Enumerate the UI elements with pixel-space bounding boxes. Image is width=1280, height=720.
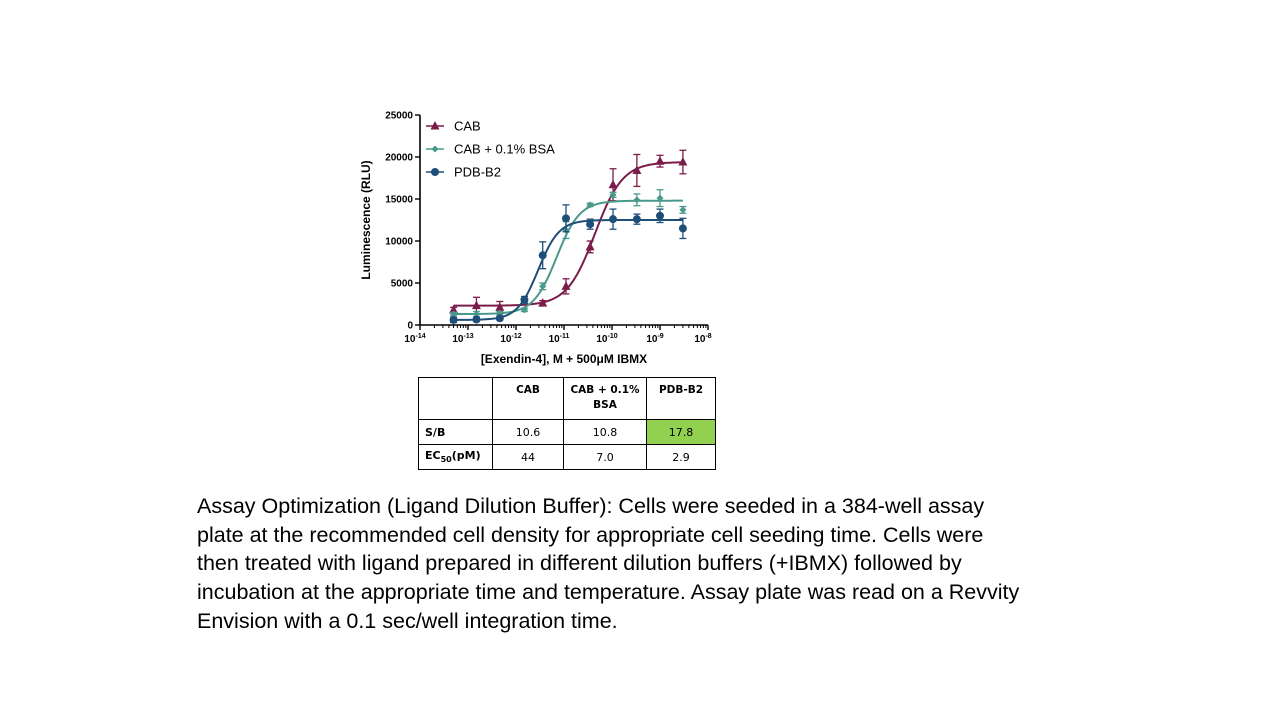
data-point-cab xyxy=(655,156,665,165)
x-tick-label: 10-10 xyxy=(596,333,617,345)
chart-svg: 0 5000 10000 15000 20000 25000 10-14 10-13 10-12… xyxy=(359,111,712,367)
y-tick-label: 5000 xyxy=(391,279,414,290)
cell-sb-cab-bsa: 10.8 xyxy=(563,419,647,445)
y-tick-label: 10000 xyxy=(385,237,413,248)
row-label-sb: S/B xyxy=(418,419,493,445)
table-row: EC50(pM) 44 7.0 2.9 xyxy=(418,444,716,470)
data-point-cab-0-1-bsa xyxy=(679,206,687,214)
data-point-cab xyxy=(538,298,548,307)
y-tick-label: 0 xyxy=(407,321,413,332)
header-cab-bsa: CAB + 0.1% BSA xyxy=(563,377,647,420)
x-tick-label: 10-13 xyxy=(452,333,473,345)
data-point-pdb-b2 xyxy=(586,220,595,229)
cell-sb-pdb-b2: 17.8 xyxy=(646,419,716,445)
legend-label-cab: CAB xyxy=(454,119,481,134)
y-tick-label: 25000 xyxy=(385,111,413,122)
x-tick-label: 10-8 xyxy=(694,333,711,345)
data-point-cab xyxy=(495,302,505,311)
data-point-pdb-b2 xyxy=(495,314,504,323)
data-point-pdb-b2 xyxy=(561,214,570,223)
x-tick-label: 10-11 xyxy=(549,333,570,345)
data-point-cab xyxy=(471,300,481,310)
legend-label-cab-0-1-bsa: CAB + 0.1% BSA xyxy=(454,142,555,157)
data-point-cab-0-1-bsa xyxy=(472,310,480,318)
data-point-cab-0-1-bsa xyxy=(586,201,594,209)
data-point-cab xyxy=(678,157,688,166)
fit-curve-pdb-b2 xyxy=(453,219,683,321)
table-header-row: CAB CAB + 0.1% BSA PDB-B2 xyxy=(418,377,716,420)
table-corner-cell xyxy=(418,377,493,420)
dose-response-chart: 0 5000 10000 15000 20000 25000 10-14 10-13 10-12… xyxy=(350,100,730,375)
legend-marker-pdb-b2 xyxy=(431,168,439,176)
results-table: CAB CAB + 0.1% BSA PDB-B2 S/B 10.6 10.8 1… xyxy=(418,377,716,470)
data-point-pdb-b2 xyxy=(678,224,687,233)
header-pdb-b2: PDB-B2 xyxy=(646,377,716,420)
data-point-cab-0-1-bsa xyxy=(609,191,617,199)
cell-ec50-cab-bsa: 7.0 xyxy=(563,444,647,470)
cell-ec50-pdb-b2: 2.9 xyxy=(646,444,716,470)
figure-caption: Assay Optimization (Ligand Dilution Buff… xyxy=(197,494,1020,633)
data-point-cab-0-1-bsa xyxy=(633,196,641,204)
data-point-pdb-b2 xyxy=(520,295,529,304)
data-point-cab-0-1-bsa xyxy=(520,306,528,314)
x-tick-label: 10-14 xyxy=(404,333,425,345)
data-point-cab xyxy=(632,165,642,174)
data-point-cab xyxy=(585,241,595,251)
data-point-cab xyxy=(561,281,571,290)
fit-curve-cab xyxy=(453,161,683,307)
data-point-pdb-b2 xyxy=(538,251,547,260)
data-point-pdb-b2 xyxy=(656,211,664,220)
data-point-cab xyxy=(608,179,618,189)
data-point-pdb-b2 xyxy=(609,215,618,224)
legend-marker-cab xyxy=(430,121,440,130)
y-tick-label: 15000 xyxy=(385,195,413,206)
data-point-cab-0-1-bsa xyxy=(539,282,547,290)
header-cab: CAB xyxy=(492,377,564,420)
table-row: S/B 10.6 10.8 17.8 xyxy=(418,419,716,445)
data-point-pdb-b2 xyxy=(632,215,641,224)
data-point-pdb-b2 xyxy=(472,315,481,324)
row-label-ec50: EC50(pM) xyxy=(418,444,493,470)
data-point-cab xyxy=(449,304,459,314)
x-tick-label: 10-12 xyxy=(500,333,521,345)
x-tick-label: 10-9 xyxy=(646,333,663,345)
cell-sb-cab: 10.6 xyxy=(492,419,564,445)
legend-label-pdb-b2: PDB-B2 xyxy=(454,165,501,180)
legend-marker-cab-0-1-bsa xyxy=(431,145,439,153)
y-axis-label: Luminescence (RLU) xyxy=(359,160,373,279)
y-tick-label: 20000 xyxy=(385,153,413,164)
cell-ec50-cab: 44 xyxy=(492,444,564,470)
data-point-pdb-b2 xyxy=(449,315,458,324)
data-point-cab-0-1-bsa xyxy=(656,194,664,202)
data-point-cab-0-1-bsa xyxy=(450,310,458,318)
x-axis-label: [Exendin-4], M + 500μM IBMX xyxy=(481,352,647,366)
